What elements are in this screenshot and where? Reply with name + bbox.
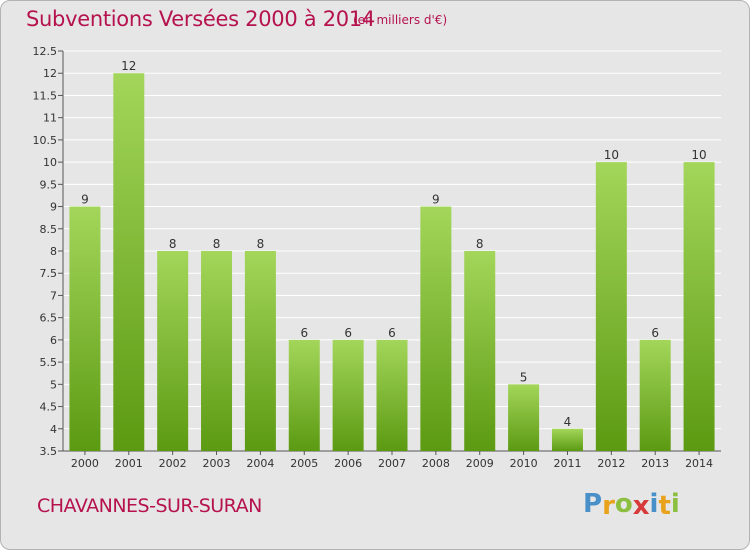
y-tick-label: 12.5 <box>33 45 58 58</box>
x-tick-label: 2006 <box>334 457 362 470</box>
data-label: 8 <box>476 237 484 251</box>
x-tick-label: 2011 <box>553 457 581 470</box>
bar-2012 <box>595 162 627 451</box>
bar-2003 <box>201 251 233 451</box>
data-label: 12 <box>121 59 136 73</box>
x-tick-label: 2004 <box>246 457 274 470</box>
data-label: 6 <box>344 326 352 340</box>
commune-name: CHAVANNES-SUR-SURAN <box>37 495 262 517</box>
data-label: 5 <box>520 370 528 384</box>
data-label: 8 <box>169 237 177 251</box>
bar-2007 <box>376 339 408 451</box>
y-tick-label: 5.5 <box>40 356 58 369</box>
y-tick-label: 8.5 <box>40 223 58 236</box>
logo-letter: o <box>614 489 633 519</box>
y-tick-label: 3.5 <box>40 445 58 458</box>
data-label: 6 <box>300 326 308 340</box>
bar-2011 <box>551 428 583 451</box>
bar-2009 <box>464 251 496 451</box>
y-tick-label: 9.5 <box>40 178 58 191</box>
y-tick-label: 5 <box>50 378 57 391</box>
y-tick-label: 10 <box>43 156 57 169</box>
logo-letter: i <box>649 489 659 519</box>
y-tick-label: 8 <box>50 245 57 258</box>
x-tick-label: 2013 <box>641 457 669 470</box>
y-tick-label: 9 <box>50 201 57 214</box>
bar-2002 <box>157 251 189 451</box>
y-tick-label: 10.5 <box>33 134 58 147</box>
data-label: 9 <box>432 193 440 207</box>
y-tick-label: 4 <box>50 423 57 436</box>
y-tick-label: 4.5 <box>40 401 58 414</box>
chart-subtitle: (en milliers d'€) <box>353 13 448 27</box>
bar-2001 <box>113 73 145 451</box>
bar-2005 <box>288 339 320 451</box>
data-label: 10 <box>691 148 706 162</box>
data-label: 10 <box>604 148 619 162</box>
data-label: 8 <box>213 237 221 251</box>
logo-letter: P <box>583 489 603 519</box>
bar-2008 <box>420 206 452 451</box>
bar-2014 <box>683 162 715 451</box>
bar-2000 <box>69 206 101 451</box>
x-tick-label: 2014 <box>685 457 713 470</box>
logo-letter: t <box>658 491 671 521</box>
data-label: 6 <box>388 326 396 340</box>
logo-letter: r <box>602 491 615 521</box>
y-tick-label: 11 <box>43 112 57 125</box>
x-tick-label: 2010 <box>510 457 538 470</box>
data-label: 4 <box>564 415 572 429</box>
x-tick-label: 2008 <box>422 457 450 470</box>
x-tick-label: 2002 <box>159 457 187 470</box>
x-tick-label: 2005 <box>290 457 318 470</box>
y-tick-label: 7.5 <box>40 267 58 280</box>
bar-2004 <box>244 251 276 451</box>
x-tick-label: 2007 <box>378 457 406 470</box>
x-tick-label: 2000 <box>71 457 99 470</box>
proxiti-logo[interactable]: Proxiti <box>583 489 680 521</box>
y-tick-label: 7 <box>50 289 57 302</box>
bar-2010 <box>508 384 540 451</box>
bar-2013 <box>639 339 671 451</box>
logo-letter: i <box>670 489 680 519</box>
chart-title: Subventions Versées 2000 à 2014 <box>26 7 375 31</box>
y-tick-label: 12 <box>43 67 57 80</box>
y-tick-label: 6 <box>50 334 57 347</box>
logo-letter: x <box>632 491 650 521</box>
data-label: 9 <box>81 193 89 207</box>
y-tick-label: 11.5 <box>33 89 58 102</box>
x-tick-label: 2001 <box>115 457 143 470</box>
data-label: 6 <box>651 326 659 340</box>
x-tick-label: 2003 <box>203 457 231 470</box>
y-tick-label: 6.5 <box>40 312 58 325</box>
data-label: 8 <box>257 237 265 251</box>
x-tick-label: 2012 <box>597 457 625 470</box>
x-tick-label: 2009 <box>466 457 494 470</box>
bar-2006 <box>332 339 364 451</box>
